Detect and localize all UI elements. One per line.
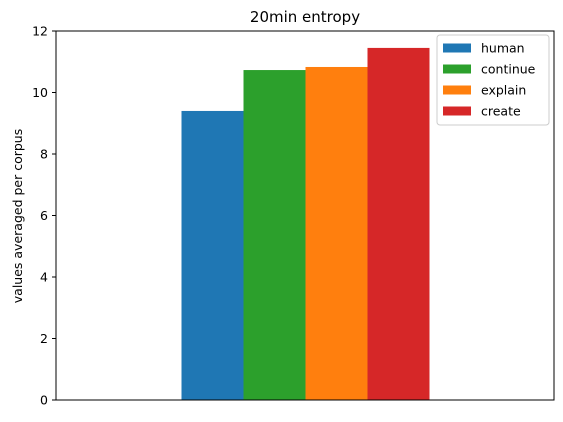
bar-explain (305, 66, 368, 400)
legend: human continue explain create (436, 34, 550, 126)
legend-swatch-create (443, 106, 471, 116)
axes-group: 0 2 4 6 8 10 12 (32, 24, 555, 408)
chart-title: 20min entropy (250, 8, 360, 26)
legend-frame (436, 34, 550, 126)
y-tick-label: 8 (40, 147, 48, 162)
legend-label-human: human (481, 41, 525, 56)
y-tick-label: 12 (32, 24, 48, 39)
y-axis-label: values averaged per corpus (10, 129, 25, 303)
y-tick-label: 2 (40, 331, 48, 346)
legend-label-continue: continue (481, 62, 536, 77)
legend-label-create: create (481, 104, 521, 119)
y-tick-label: 6 (40, 208, 48, 223)
bar-continue (243, 70, 306, 401)
bar-create (367, 47, 430, 400)
y-tick-label: 0 (40, 393, 48, 408)
legend-swatch-continue (443, 64, 471, 74)
bars-group (181, 47, 430, 401)
bar-human (181, 110, 244, 400)
y-tick-label: 10 (32, 85, 48, 100)
legend-swatch-human (443, 43, 471, 53)
legend-swatch-explain (443, 85, 471, 95)
y-tick-label: 4 (40, 270, 48, 285)
legend-label-explain: explain (481, 83, 526, 98)
